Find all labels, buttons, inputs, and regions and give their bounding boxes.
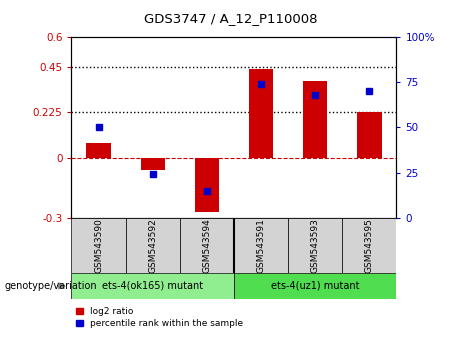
Text: GSM543592: GSM543592 [148, 218, 157, 273]
Bar [357, 113, 382, 158]
Text: GSM543593: GSM543593 [311, 218, 320, 273]
Bar [234, 218, 288, 273]
Bar [303, 81, 327, 158]
Bar [234, 273, 396, 299]
Text: GSM543591: GSM543591 [256, 218, 266, 273]
Bar [195, 158, 219, 212]
Bar [71, 273, 234, 299]
Text: GSM543594: GSM543594 [202, 218, 212, 273]
Bar [71, 218, 125, 273]
Bar [288, 218, 342, 273]
Text: GDS3747 / A_12_P110008: GDS3747 / A_12_P110008 [144, 12, 317, 25]
Bar [125, 218, 180, 273]
Text: GSM543595: GSM543595 [365, 218, 374, 273]
Bar [86, 143, 111, 158]
Legend: log2 ratio, percentile rank within the sample: log2 ratio, percentile rank within the s… [76, 307, 243, 328]
Text: GSM543590: GSM543590 [94, 218, 103, 273]
Bar [180, 218, 234, 273]
Text: genotype/variation: genotype/variation [5, 281, 97, 291]
Bar [141, 158, 165, 170]
Bar [342, 218, 396, 273]
Bar [249, 69, 273, 158]
Text: ets-4(ok165) mutant: ets-4(ok165) mutant [102, 281, 203, 291]
Text: ets-4(uz1) mutant: ets-4(uz1) mutant [271, 281, 360, 291]
